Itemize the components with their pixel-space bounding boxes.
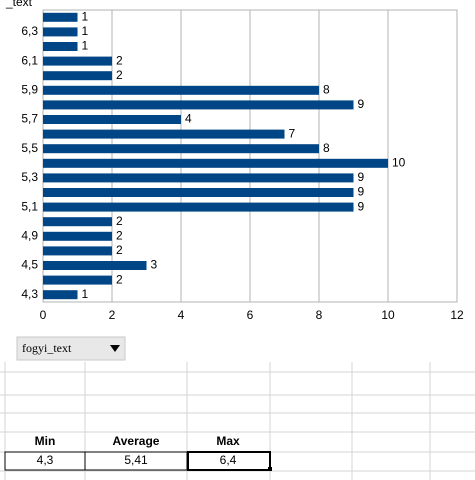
bar (43, 188, 354, 197)
bar (43, 144, 319, 154)
header-cell: Average (113, 434, 160, 448)
x-tick-label: 12 (450, 308, 464, 322)
y-tick-label: 5,7 (21, 112, 38, 126)
data-label: 1 (82, 39, 89, 53)
bar (43, 202, 354, 212)
data-label: 9 (358, 97, 365, 111)
y-tick-label: 4,9 (21, 228, 38, 242)
data-label: 8 (323, 82, 330, 96)
bar (43, 56, 112, 66)
table: Min Average Max 4,3 5,41 6,4 (4, 434, 272, 471)
y-tick-label: 5,3 (21, 170, 38, 184)
bar (43, 71, 112, 81)
x-tick-label: 6 (247, 308, 254, 322)
data-label: 1 (82, 9, 89, 23)
y-tick-label: 4,3 (21, 287, 38, 301)
data-label: 9 (358, 199, 365, 213)
cell: 5,41 (124, 453, 148, 467)
dropdown-arrow (110, 345, 120, 352)
bar (43, 173, 354, 183)
bar (43, 290, 78, 300)
data-label: 2 (116, 272, 123, 286)
bar (43, 129, 285, 139)
y-tick-label: 5,1 (21, 199, 38, 213)
data-label: 7 (289, 126, 296, 140)
cell: 4,3 (37, 453, 54, 467)
bar (43, 231, 112, 241)
data-label: 3 (151, 258, 158, 272)
data-label: 9 (358, 170, 365, 184)
x-tick-label: 0 (40, 308, 47, 322)
bar (43, 115, 181, 124)
y-tick-label: 4,5 (21, 258, 38, 272)
dropdown-label: fogyi_text (22, 341, 72, 355)
cell: 6,4 (220, 453, 237, 467)
data-label: 2 (116, 228, 123, 242)
bar (43, 12, 78, 22)
bar (43, 261, 147, 270)
data-label: 1 (82, 287, 89, 301)
x-tick-label: 8 (316, 308, 323, 322)
x-tick-label: 10 (381, 308, 395, 322)
selected-cell[interactable] (187, 451, 271, 471)
data-label: 2 (116, 214, 123, 228)
data-label: 1 (82, 24, 89, 38)
bar (43, 158, 388, 168)
bar (43, 275, 112, 285)
data-label: 2 (116, 243, 123, 257)
data-label: 4 (185, 112, 192, 126)
bar (43, 100, 354, 110)
fill-handle (268, 467, 272, 471)
x-tick-label: 4 (178, 308, 185, 322)
chart-title: _text (5, 0, 33, 9)
data-label: 2 (116, 68, 123, 82)
bar (43, 85, 319, 95)
x-tick-label: 2 (109, 308, 116, 322)
bar (43, 217, 112, 227)
y-tick-label: 5,9 (21, 82, 38, 96)
bar (43, 42, 78, 51)
dropdown[interactable]: fogyi_text (16, 336, 126, 361)
header-cell: Max (216, 434, 240, 448)
sheet-grid (0, 362, 475, 480)
data-label: 10 (392, 155, 406, 169)
bar (43, 246, 112, 256)
data-label: 8 (323, 141, 330, 155)
data-label: 2 (116, 53, 123, 67)
y-tick-label: 6,1 (21, 53, 38, 67)
bar (43, 27, 78, 37)
y-tick-label: 5,5 (21, 141, 38, 155)
header-cell: Min (35, 434, 56, 448)
y-tick-label: 6,3 (21, 24, 38, 38)
data-label: 9 (358, 185, 365, 199)
